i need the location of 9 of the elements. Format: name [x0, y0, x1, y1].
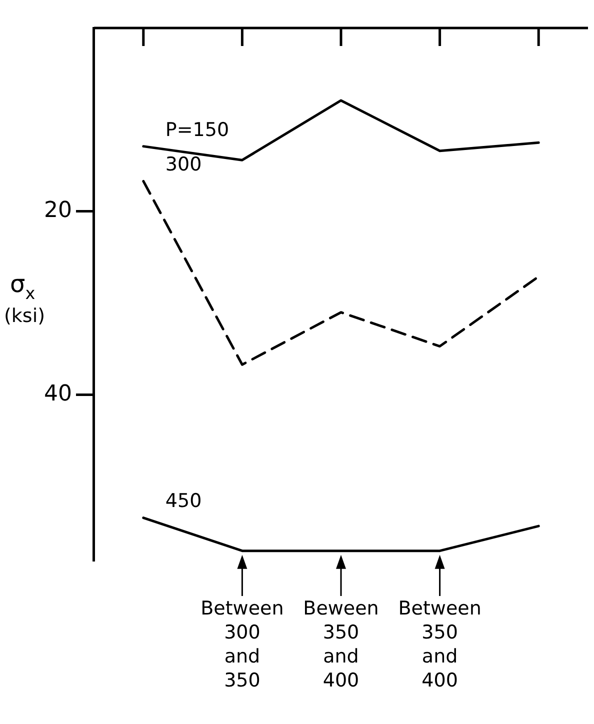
- y-tick-label: 20: [44, 198, 72, 224]
- line-series: [142, 180, 540, 366]
- series-label: P=150: [165, 118, 230, 141]
- series-label: 450: [165, 490, 202, 512]
- x-tick-label: Beween 350 and 400: [303, 597, 379, 692]
- x-tick-label: Between 300 and 350: [200, 597, 284, 692]
- y-tick-label: 40: [44, 382, 72, 407]
- x-tick-label: Between 350 and 400: [398, 597, 482, 692]
- series-label: 300: [165, 154, 202, 176]
